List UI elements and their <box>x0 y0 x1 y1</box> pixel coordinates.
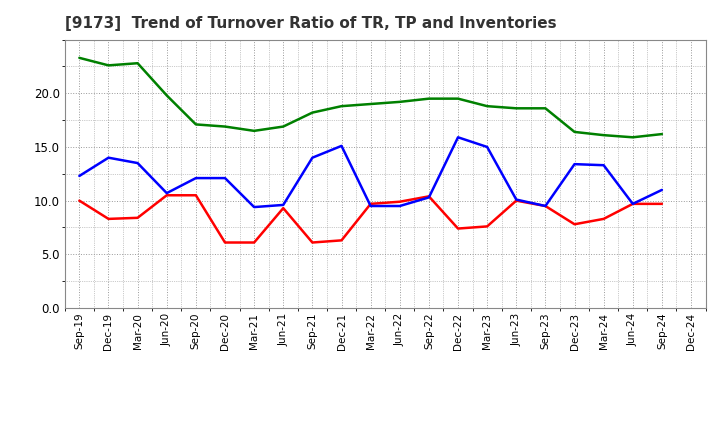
Trade Receivables <box>657 201 666 206</box>
Trade Payables <box>599 162 608 168</box>
Trade Receivables <box>395 199 404 204</box>
Trade Payables <box>308 155 317 160</box>
Inventories <box>657 132 666 137</box>
Trade Payables <box>483 144 492 150</box>
Trade Payables <box>220 176 229 181</box>
Trade Payables <box>512 197 521 202</box>
Trade Receivables <box>512 198 521 203</box>
Trade Payables <box>366 203 375 209</box>
Trade Receivables <box>250 240 258 245</box>
Trade Payables <box>337 143 346 149</box>
Text: [9173]  Trend of Turnover Ratio of TR, TP and Inventories: [9173] Trend of Turnover Ratio of TR, TP… <box>65 16 557 32</box>
Inventories <box>570 129 579 135</box>
Trade Receivables <box>163 193 171 198</box>
Line: Inventories: Inventories <box>79 58 662 137</box>
Trade Payables <box>279 202 287 208</box>
Trade Payables <box>454 135 462 140</box>
Trade Receivables <box>279 205 287 211</box>
Trade Payables <box>163 191 171 196</box>
Trade Receivables <box>541 203 550 209</box>
Inventories <box>425 96 433 101</box>
Inventories <box>163 93 171 98</box>
Inventories <box>454 96 462 101</box>
Trade Receivables <box>483 224 492 229</box>
Trade Receivables <box>454 226 462 231</box>
Inventories <box>104 63 113 68</box>
Trade Payables <box>192 176 200 181</box>
Trade Payables <box>250 205 258 210</box>
Inventories <box>75 55 84 60</box>
Inventories <box>366 101 375 106</box>
Inventories <box>541 106 550 111</box>
Inventories <box>133 61 142 66</box>
Inventories <box>220 124 229 129</box>
Trade Payables <box>570 161 579 167</box>
Inventories <box>629 135 637 140</box>
Trade Receivables <box>366 201 375 206</box>
Trade Payables <box>425 195 433 200</box>
Trade Receivables <box>192 193 200 198</box>
Trade Payables <box>629 201 637 206</box>
Trade Payables <box>395 203 404 209</box>
Trade Payables <box>104 155 113 160</box>
Trade Payables <box>541 203 550 209</box>
Trade Payables <box>133 161 142 166</box>
Trade Receivables <box>425 194 433 199</box>
Inventories <box>308 110 317 115</box>
Trade Receivables <box>570 222 579 227</box>
Trade Receivables <box>75 198 84 203</box>
Inventories <box>337 103 346 109</box>
Inventories <box>483 103 492 109</box>
Trade Receivables <box>220 240 229 245</box>
Inventories <box>512 106 521 111</box>
Inventories <box>599 132 608 138</box>
Trade Receivables <box>133 215 142 220</box>
Inventories <box>279 124 287 129</box>
Trade Receivables <box>104 216 113 221</box>
Trade Receivables <box>337 238 346 243</box>
Line: Trade Receivables: Trade Receivables <box>79 195 662 242</box>
Trade Payables <box>657 187 666 193</box>
Trade Receivables <box>599 216 608 221</box>
Trade Payables <box>75 173 84 179</box>
Inventories <box>395 99 404 105</box>
Inventories <box>250 128 258 133</box>
Line: Trade Payables: Trade Payables <box>79 137 662 207</box>
Inventories <box>192 122 200 127</box>
Trade Receivables <box>629 201 637 206</box>
Trade Receivables <box>308 240 317 245</box>
